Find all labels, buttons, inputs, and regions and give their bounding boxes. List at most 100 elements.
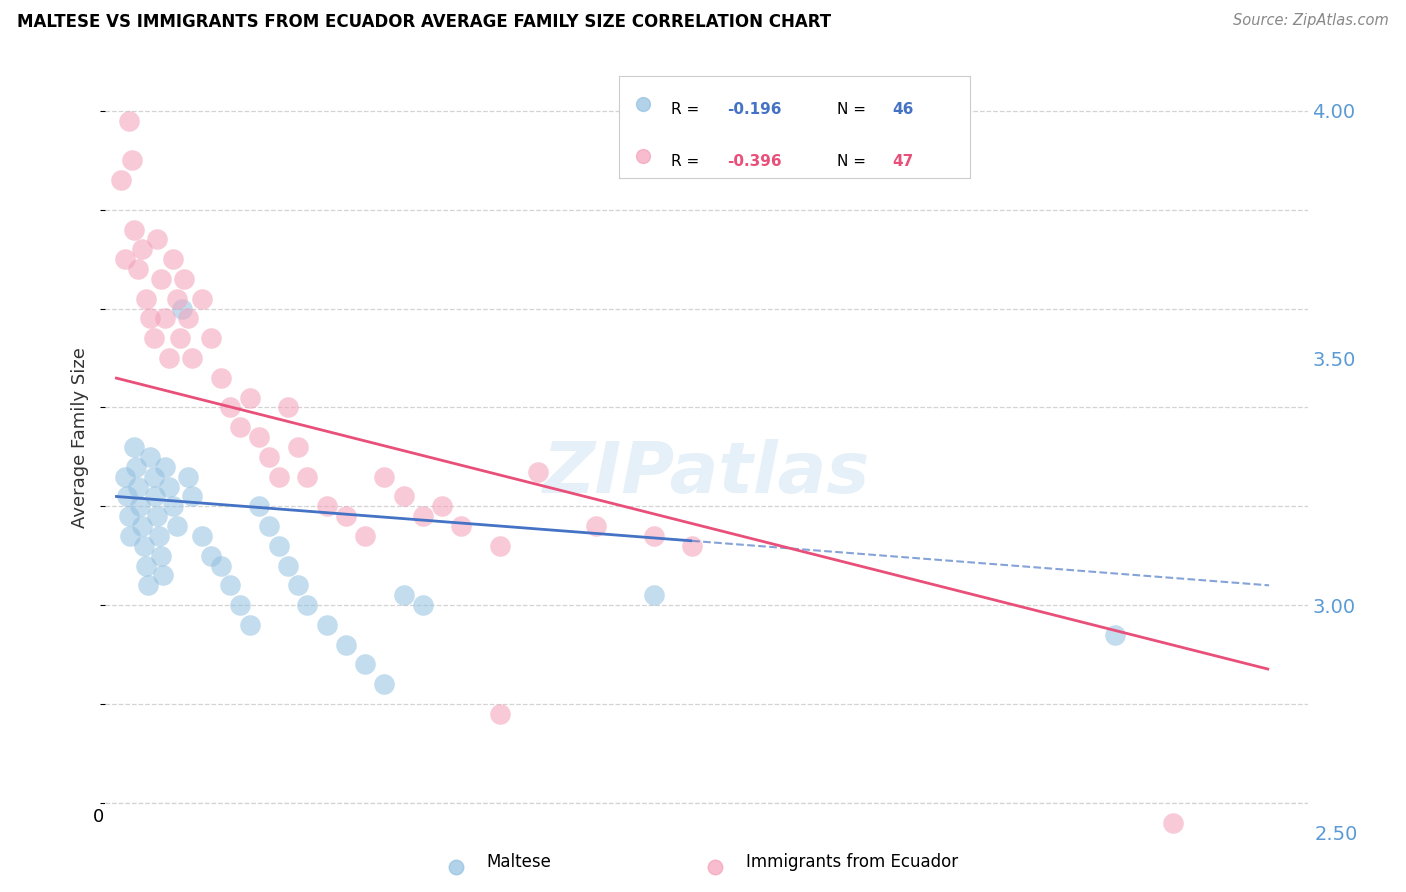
Point: [150, 549, 173, 563]
Point: [257, 519, 280, 533]
Point: [124, 222, 146, 236]
Point: [181, 489, 204, 503]
Point: [277, 401, 299, 415]
Point: [127, 262, 149, 277]
Point: [177, 469, 200, 483]
Point: [135, 558, 157, 573]
Point: [200, 549, 222, 563]
Point: [287, 578, 309, 592]
Point: [138, 450, 160, 464]
Point: [166, 292, 188, 306]
Point: [157, 479, 180, 493]
Point: [135, 292, 157, 306]
Point: [354, 657, 377, 672]
Point: [219, 401, 242, 415]
Point: [166, 519, 188, 533]
Point: [153, 459, 176, 474]
Text: N =: N =: [837, 102, 866, 117]
Point: [585, 519, 607, 533]
Point: [131, 519, 153, 533]
Point: [120, 529, 142, 543]
Point: [247, 500, 270, 514]
Text: 46: 46: [893, 102, 914, 117]
Point: [131, 242, 153, 256]
Point: [110, 173, 132, 187]
Point: [373, 469, 395, 483]
Point: [142, 469, 165, 483]
Point: [488, 539, 510, 553]
Point: [190, 292, 212, 306]
Point: [430, 500, 453, 514]
Point: [136, 578, 159, 592]
Point: [117, 509, 139, 524]
Point: [125, 459, 148, 474]
Point: [267, 539, 290, 553]
Point: [681, 539, 703, 553]
Point: [173, 272, 195, 286]
Point: [114, 469, 136, 483]
Point: [315, 500, 337, 514]
Point: [643, 588, 665, 602]
Point: [277, 558, 299, 573]
Text: 47: 47: [893, 154, 914, 169]
Point: [148, 529, 170, 543]
Point: [643, 529, 665, 543]
Point: [190, 529, 212, 543]
Point: [412, 509, 434, 524]
Y-axis label: Average Family Size: Average Family Size: [72, 347, 90, 527]
Text: -0.196: -0.196: [728, 102, 782, 117]
Point: [138, 311, 160, 326]
Point: [153, 311, 176, 326]
Text: R =: R =: [672, 102, 700, 117]
Point: [152, 568, 174, 582]
Point: [229, 420, 252, 434]
Point: [157, 351, 180, 365]
Text: N =: N =: [837, 154, 866, 169]
Point: [239, 391, 262, 405]
Point: [219, 578, 242, 592]
Point: [488, 706, 510, 721]
Point: [121, 153, 143, 168]
Text: Immigrants from Ecuador: Immigrants from Ecuador: [747, 853, 959, 871]
Point: [392, 489, 415, 503]
Point: [115, 489, 138, 503]
Point: [704, 860, 727, 874]
Point: [169, 331, 191, 345]
Point: [247, 430, 270, 444]
Point: [209, 558, 232, 573]
Point: [162, 252, 184, 267]
Point: [229, 598, 252, 612]
Point: [267, 469, 290, 483]
Text: Maltese: Maltese: [486, 853, 551, 871]
Point: [114, 252, 136, 267]
Point: [177, 311, 200, 326]
Point: [132, 539, 155, 553]
Point: [297, 469, 319, 483]
Point: [335, 509, 357, 524]
Text: 2.50: 2.50: [1315, 824, 1358, 844]
Point: [181, 351, 204, 365]
Point: [239, 618, 262, 632]
Point: [145, 489, 167, 503]
Point: [146, 232, 169, 246]
Point: [257, 450, 280, 464]
Point: [117, 113, 139, 128]
Point: [335, 638, 357, 652]
Point: [1161, 845, 1184, 859]
Point: [287, 440, 309, 454]
Point: [373, 677, 395, 691]
Point: [392, 588, 415, 602]
Point: [124, 440, 146, 454]
Point: [633, 96, 655, 111]
Point: [315, 618, 337, 632]
Text: MALTESE VS IMMIGRANTS FROM ECUADOR AVERAGE FAMILY SIZE CORRELATION CHART: MALTESE VS IMMIGRANTS FROM ECUADOR AVERA…: [17, 13, 831, 31]
Point: [209, 371, 232, 385]
Point: [354, 529, 377, 543]
Point: [527, 465, 550, 479]
Point: [129, 500, 152, 514]
Point: [200, 331, 222, 345]
Text: Source: ZipAtlas.com: Source: ZipAtlas.com: [1233, 13, 1389, 29]
Point: [450, 519, 472, 533]
Point: [146, 509, 169, 524]
Point: [150, 272, 173, 286]
